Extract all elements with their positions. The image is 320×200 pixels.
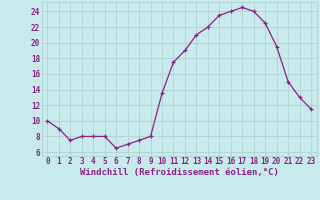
- X-axis label: Windchill (Refroidissement éolien,°C): Windchill (Refroidissement éolien,°C): [80, 168, 279, 177]
